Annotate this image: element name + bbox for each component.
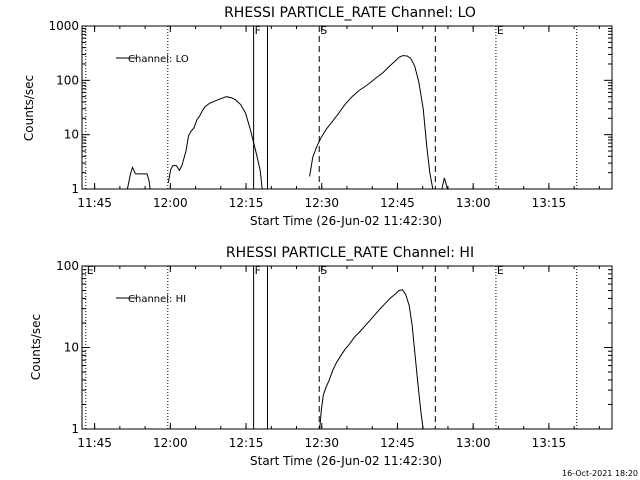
- event-marker-label-lo: S: [320, 24, 327, 37]
- date-stamp: 16-Oct-2021 18:20: [562, 469, 638, 478]
- y-tick-label-hi: 1: [71, 422, 79, 436]
- x-tick-label-lo: 12:45: [380, 196, 415, 210]
- chart-title-lo: RHESSI PARTICLE_RATE Channel: LO: [224, 5, 476, 21]
- x-tick-label-lo: 12:00: [153, 196, 188, 210]
- event-marker-label-hi: F: [255, 264, 261, 277]
- y-tick-label-lo: 100: [56, 73, 79, 87]
- x-tick-label-lo: 12:15: [229, 196, 264, 210]
- data-line-hi: [319, 289, 424, 430]
- event-marker-label-lo: F: [255, 24, 261, 37]
- y-tick-label-hi: 10: [64, 341, 79, 355]
- x-tick-label-lo: 13:00: [456, 196, 491, 210]
- x-tick-label-hi: 12:15: [229, 436, 264, 450]
- chart-title-hi: RHESSI PARTICLE_RATE Channel: HI: [226, 245, 474, 261]
- x-tick-label-hi: 13:15: [532, 436, 567, 450]
- x-tick-label-lo: 11:45: [77, 196, 112, 210]
- x-tick-label-hi: 12:30: [304, 436, 339, 450]
- event-marker-label-hi: E: [497, 264, 504, 277]
- data-line-lo: [309, 55, 434, 190]
- y-tick-label-lo: 1000: [48, 19, 79, 33]
- y-tick-label-lo: 1: [71, 182, 79, 196]
- x-tick-label-hi: 13:00: [456, 436, 491, 450]
- y-tick-label-hi: 100: [56, 259, 79, 273]
- event-marker-label-hi: E: [87, 264, 94, 277]
- y-axis-label-hi: Counts/sec: [29, 314, 43, 380]
- event-marker-label-lo: E: [497, 24, 504, 37]
- y-axis-label-lo: Counts/sec: [22, 75, 36, 141]
- data-line-lo: [126, 166, 152, 190]
- x-tick-label-lo: 12:30: [304, 196, 339, 210]
- legend-label-lo: Channel: LO: [128, 54, 189, 65]
- x-tick-label-hi: 11:45: [77, 436, 112, 450]
- event-marker-label-hi: S: [320, 264, 327, 277]
- legend-label-hi: Channel: HI: [128, 294, 186, 305]
- x-tick-label-hi: 12:45: [380, 436, 415, 450]
- y-tick-label-lo: 10: [64, 128, 79, 142]
- x-tick-label-lo: 13:15: [532, 196, 567, 210]
- data-line-lo: [167, 96, 263, 190]
- x-axis-label-lo: Start Time (26-Jun-02 11:42:30): [250, 214, 442, 228]
- x-tick-label-hi: 12:00: [153, 436, 188, 450]
- x-axis-label-hi: Start Time (26-Jun-02 11:42:30): [250, 454, 442, 468]
- data-line-lo: [441, 177, 448, 190]
